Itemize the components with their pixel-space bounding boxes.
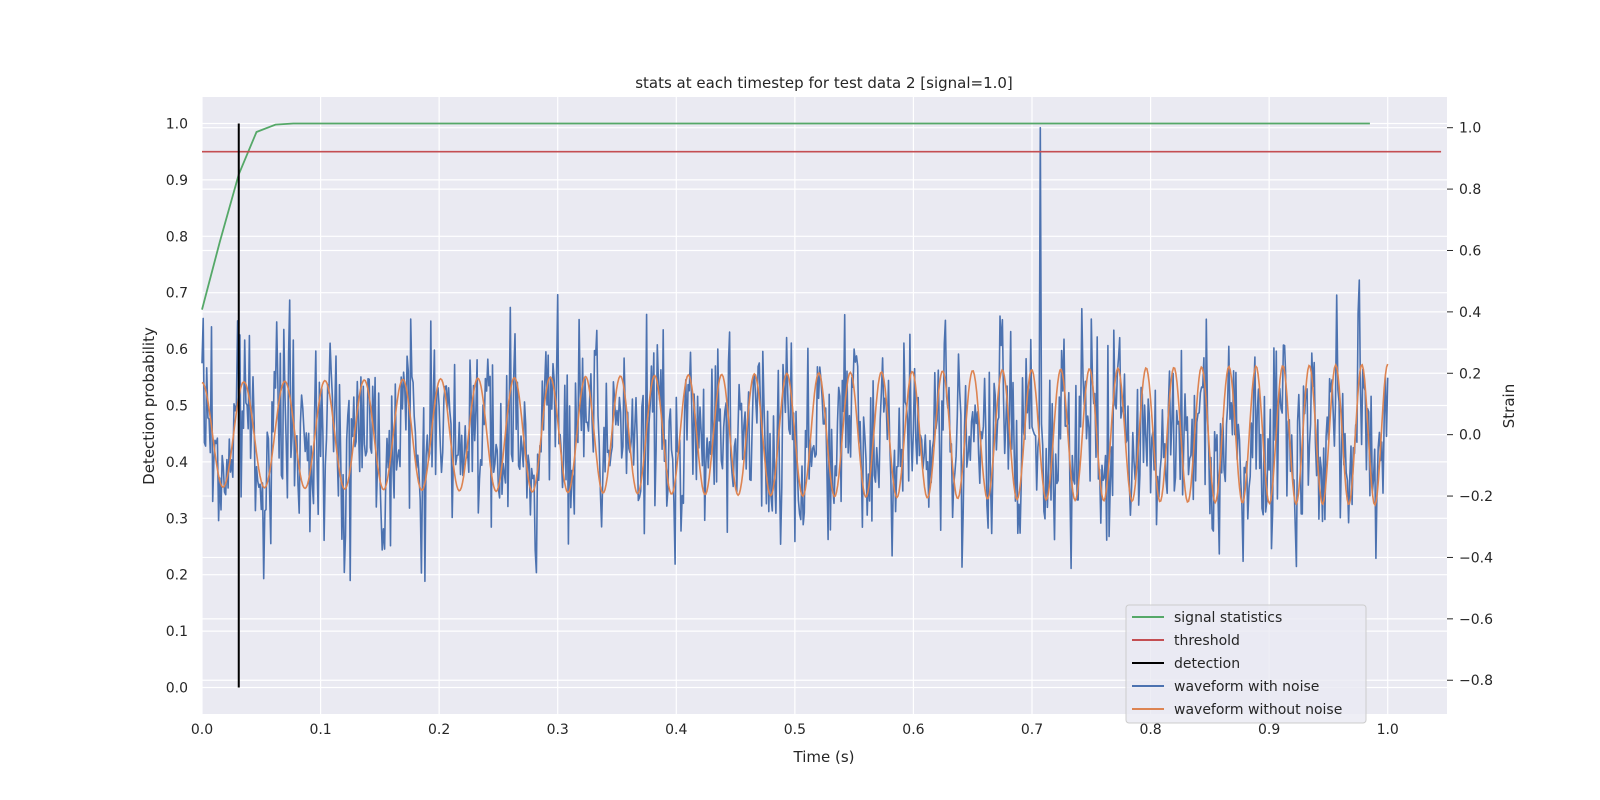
x-axis-ticks: 0.0 0.1 0.2 0.3 0.4 0.5 0.6 0.7 0.8 0.9 1.0 [191,722,1399,738]
x-tick-label: 0.9 [1258,722,1280,738]
x-tick-label: 0.5 [784,722,806,738]
legend-label-detection: detection [1174,656,1240,672]
left-y-tick-label: 1.0 [166,117,188,133]
right-y-axis-ticks: −0.8 −0.6 −0.4 −0.2 0.0 0.2 0.4 0.6 0.8 1.0 [1447,121,1493,689]
right-y-tick-label: 0.8 [1459,182,1481,198]
legend-label-waveform-without-noise: waveform without noise [1174,702,1342,718]
right-y-tick-label: 0.0 [1459,428,1481,444]
legend-label-waveform-with-noise: waveform with noise [1174,679,1319,695]
right-y-gridlines [202,127,1447,681]
right-y-tick-label: 0.4 [1459,305,1481,321]
left-y-tick-label: 0.7 [166,286,188,302]
series-signal-statistics [201,122,1370,310]
series-waveform-with-noise [201,126,1389,583]
x-tick-label: 0.4 [665,722,687,738]
left-y-axis-label: Detection probability [140,327,158,485]
x-tick-label: 0.6 [902,722,924,738]
x-tick-label: 0.8 [1139,722,1161,738]
series-layer [201,122,1442,688]
x-tick-label: 1.0 [1377,722,1399,738]
left-y-tick-label: 0.4 [166,455,188,471]
left-y-tick-label: 0.6 [166,342,188,358]
chart-title: stats at each timestep for test data 2 [… [635,74,1013,92]
left-y-tick-label: 0.8 [166,229,188,245]
x-axis-label: Time (s) [793,748,855,766]
right-y-tick-label: 0.6 [1459,243,1481,259]
right-y-tick-label: −0.6 [1459,612,1493,628]
x-tick-label: 0.2 [428,722,450,738]
right-y-tick-label: 0.2 [1459,366,1481,382]
x-tick-label: 0.1 [309,722,331,738]
right-y-tick-label: −0.2 [1459,489,1493,505]
left-y-tick-label: 0.2 [166,568,188,584]
right-y-tick-label: −0.4 [1459,550,1493,566]
right-y-tick-label: −0.8 [1459,673,1493,689]
left-y-tick-label: 0.9 [166,173,188,189]
x-tick-label: 0.7 [1021,722,1043,738]
left-y-tick-label: 0.3 [166,511,188,527]
series-waveform-without-noise [201,362,1389,507]
legend: signal statistics threshold detection wa… [1125,604,1367,724]
left-y-tick-label: 0.1 [166,624,188,640]
left-y-axis-ticks: 0.0 0.1 0.2 0.3 0.4 0.5 0.6 0.7 0.8 0.9 1.0 [166,117,188,697]
legend-label-signal-statistics: signal statistics [1174,610,1282,626]
right-y-tick-label: 1.0 [1459,121,1481,137]
left-y-tick-label: 0.0 [166,680,188,696]
x-tick-label: 0.3 [547,722,569,738]
left-y-tick-label: 0.5 [166,399,188,415]
legend-box [1125,604,1367,724]
legend-label-threshold: threshold [1174,633,1240,649]
x-tick-label: 0.0 [191,722,213,738]
right-y-axis-label: Strain [1500,384,1518,428]
